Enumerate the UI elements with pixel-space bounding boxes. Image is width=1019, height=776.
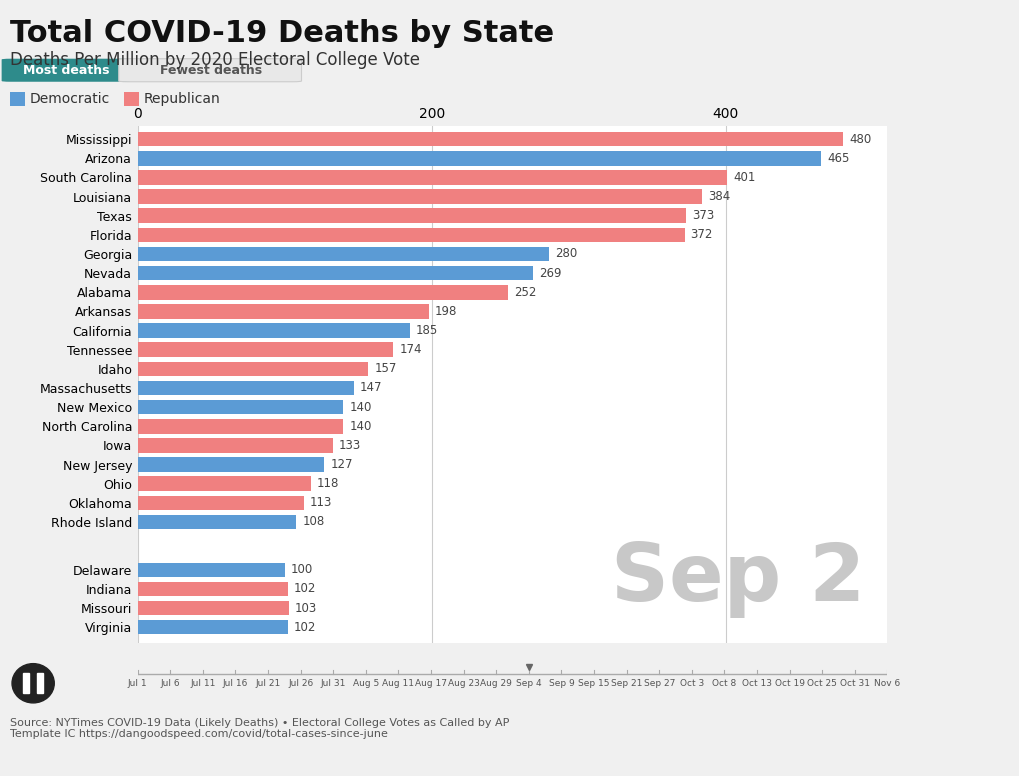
Bar <box>138 400 343 414</box>
Text: Fewest deaths: Fewest deaths <box>160 64 262 77</box>
FancyBboxPatch shape <box>118 59 302 81</box>
Text: Oct 19: Oct 19 <box>773 679 804 688</box>
Bar <box>138 342 393 357</box>
Text: Deaths Per Million by 2020 Electoral College Vote: Deaths Per Million by 2020 Electoral Col… <box>10 51 420 69</box>
Text: 140: 140 <box>350 420 371 433</box>
Text: Oct 13: Oct 13 <box>741 679 771 688</box>
Bar <box>138 362 368 376</box>
Bar <box>138 381 354 395</box>
Text: Most deaths: Most deaths <box>22 64 109 77</box>
Text: 252: 252 <box>514 286 536 299</box>
Text: Oct 25: Oct 25 <box>806 679 837 688</box>
FancyBboxPatch shape <box>2 59 130 81</box>
Bar <box>138 209 686 223</box>
Text: 157: 157 <box>374 362 396 376</box>
Text: Source: NYTimes COVID-19 Data (Likely Deaths) • Electoral College Votes as Calle: Source: NYTimes COVID-19 Data (Likely De… <box>10 718 510 740</box>
Text: 102: 102 <box>293 621 316 634</box>
Text: Oct 3: Oct 3 <box>679 679 703 688</box>
Bar <box>23 674 29 693</box>
Text: Aug 11: Aug 11 <box>382 679 414 688</box>
Text: Sep 9: Sep 9 <box>548 679 574 688</box>
Text: 133: 133 <box>338 439 361 452</box>
Text: Jul 11: Jul 11 <box>190 679 215 688</box>
Bar <box>138 620 287 635</box>
Text: Aug 5: Aug 5 <box>353 679 379 688</box>
Text: 185: 185 <box>415 324 437 337</box>
Text: Sep 2: Sep 2 <box>610 539 864 618</box>
Bar <box>138 151 820 165</box>
Text: Jul 21: Jul 21 <box>255 679 280 688</box>
Text: Sep 27: Sep 27 <box>643 679 675 688</box>
Text: Aug 17: Aug 17 <box>415 679 446 688</box>
Text: Jul 1: Jul 1 <box>127 679 148 688</box>
Text: Oct 8: Oct 8 <box>711 679 736 688</box>
Text: Jul 31: Jul 31 <box>320 679 345 688</box>
Text: 372: 372 <box>690 228 712 241</box>
Text: Jul 16: Jul 16 <box>222 679 248 688</box>
Text: 465: 465 <box>826 152 849 165</box>
Text: Aug 29: Aug 29 <box>480 679 512 688</box>
Text: Aug 23: Aug 23 <box>447 679 479 688</box>
Text: Democratic: Democratic <box>30 92 110 106</box>
Bar <box>138 170 727 185</box>
Bar <box>138 457 324 472</box>
Bar <box>138 438 333 452</box>
Text: Oct 31: Oct 31 <box>839 679 869 688</box>
Text: 108: 108 <box>302 515 324 528</box>
Text: 269: 269 <box>538 267 560 279</box>
Circle shape <box>12 663 54 703</box>
Bar <box>138 285 507 300</box>
Bar <box>138 247 549 262</box>
Bar <box>124 92 140 106</box>
Bar <box>138 324 410 338</box>
Bar <box>138 227 684 242</box>
Text: 401: 401 <box>733 171 755 184</box>
Text: 118: 118 <box>317 477 339 490</box>
Text: Republican: Republican <box>144 92 220 106</box>
Bar <box>10 92 25 106</box>
Text: Nov 6: Nov 6 <box>873 679 900 688</box>
Text: 373: 373 <box>691 210 713 222</box>
Bar <box>138 496 304 510</box>
Text: Jul 6: Jul 6 <box>160 679 180 688</box>
Text: 102: 102 <box>293 583 316 595</box>
Text: 147: 147 <box>360 382 382 394</box>
Bar <box>138 419 343 434</box>
Bar <box>138 563 284 577</box>
Text: 480: 480 <box>849 133 870 146</box>
Text: 384: 384 <box>707 190 730 203</box>
Text: Jul 26: Jul 26 <box>287 679 313 688</box>
Text: Sep 4: Sep 4 <box>516 679 541 688</box>
Bar <box>138 189 701 204</box>
Bar <box>138 601 288 615</box>
Bar <box>138 132 843 147</box>
Text: Total COVID-19 Deaths by State: Total COVID-19 Deaths by State <box>10 19 553 48</box>
Bar <box>38 674 43 693</box>
Bar <box>138 476 311 491</box>
Bar <box>138 582 287 596</box>
Bar <box>138 304 428 319</box>
Text: Sep 15: Sep 15 <box>578 679 609 688</box>
Text: Sep 21: Sep 21 <box>610 679 642 688</box>
Text: 113: 113 <box>310 497 332 509</box>
Text: 140: 140 <box>350 400 371 414</box>
Text: 280: 280 <box>554 248 577 261</box>
Text: 174: 174 <box>399 343 422 356</box>
Text: 127: 127 <box>330 458 353 471</box>
Bar <box>138 514 297 529</box>
Text: 100: 100 <box>290 563 313 577</box>
Text: 103: 103 <box>294 601 317 615</box>
Bar <box>138 266 533 280</box>
Text: 198: 198 <box>434 305 457 318</box>
